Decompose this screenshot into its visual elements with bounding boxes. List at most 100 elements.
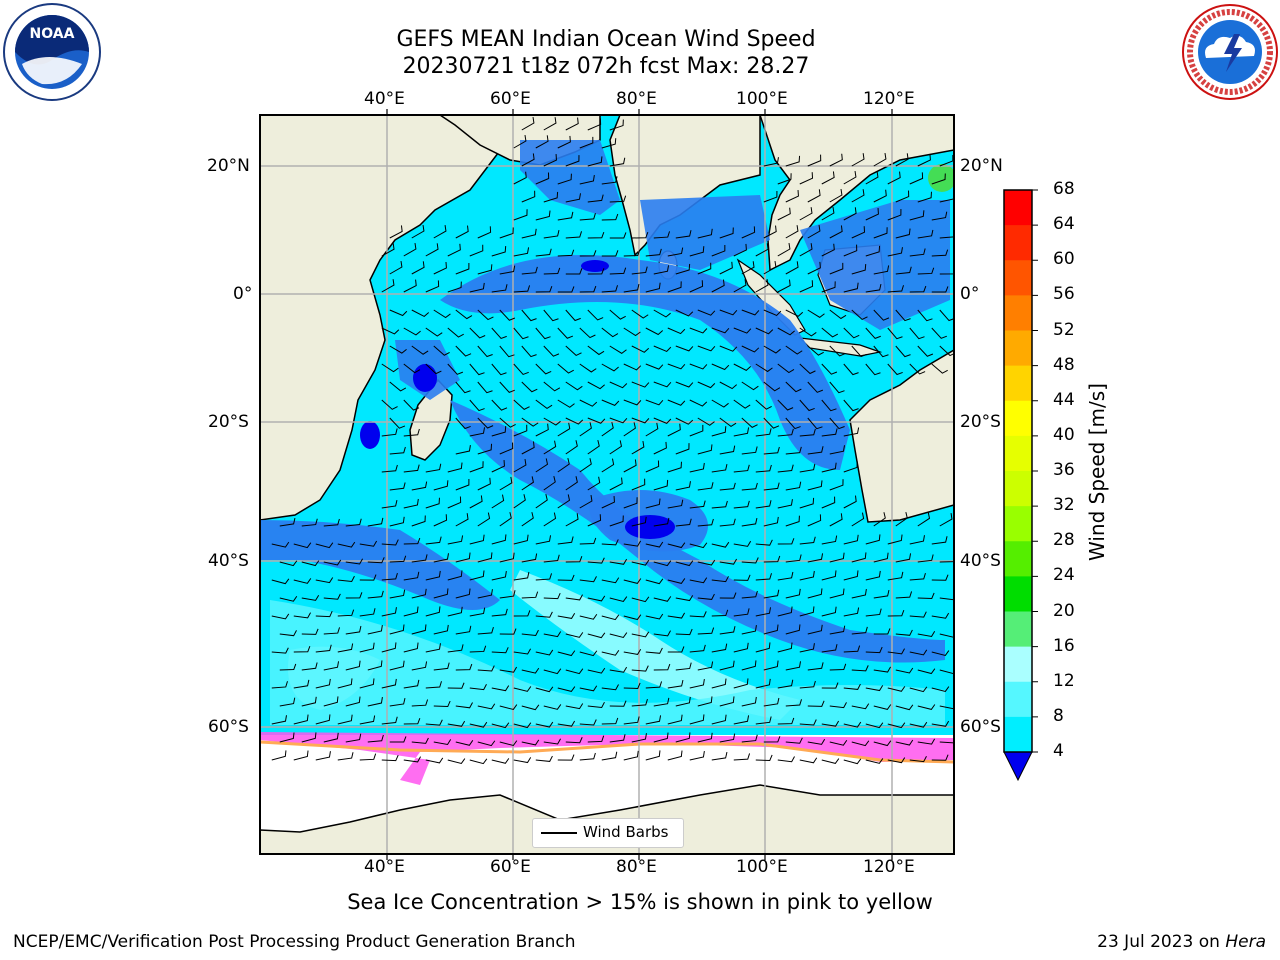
wind-band-16-20 <box>510 570 800 720</box>
wind-barb <box>433 309 451 319</box>
wind-barb <box>777 499 793 509</box>
wind-band-4-8 <box>800 200 950 330</box>
wind-barb <box>323 559 342 566</box>
wind-barb <box>843 363 859 376</box>
wind-barb <box>799 497 815 509</box>
wind-barb <box>631 478 646 491</box>
wind-barb <box>279 663 297 671</box>
lon-tick-top-40e: 40°E <box>364 89 405 109</box>
colorbar-tick-label: 4 <box>1053 741 1064 761</box>
wind-barb <box>895 704 914 711</box>
wind-barb <box>865 363 881 376</box>
wind-barb <box>601 250 619 257</box>
wind-barb <box>917 153 931 167</box>
wind-barb <box>785 345 803 355</box>
wind-barb <box>865 758 884 764</box>
wind-barb <box>425 280 440 293</box>
wind-barb <box>711 500 728 509</box>
colorbar-segment <box>1004 506 1032 542</box>
wind-barb <box>645 681 663 689</box>
wind-barb <box>645 248 662 257</box>
wind-barb <box>931 650 950 657</box>
wind-barb <box>697 482 714 491</box>
wind-barb <box>455 381 471 394</box>
wind-barb <box>829 345 846 357</box>
wind-barb <box>843 495 857 509</box>
wind-barb <box>403 428 420 437</box>
wind-barb <box>521 266 538 275</box>
wind-barb <box>587 345 605 356</box>
wind-barb <box>711 463 728 473</box>
wind-barb <box>367 517 384 527</box>
legend-line-icon <box>541 832 577 834</box>
wind-barb <box>389 698 406 707</box>
wind-barb <box>513 757 532 764</box>
africa-land <box>260 115 509 521</box>
wind-barb <box>623 459 637 473</box>
colorbar-segment <box>1004 365 1032 402</box>
wind-barb <box>271 613 290 620</box>
wind-barb <box>763 736 781 743</box>
wind-barb <box>645 498 661 509</box>
wind-barb <box>587 440 600 455</box>
wind-barb <box>565 231 583 239</box>
wind-barb <box>543 476 556 491</box>
wind-barb <box>491 758 510 764</box>
wind-barb <box>733 500 750 509</box>
wind-barb <box>491 363 507 376</box>
wind-barb <box>829 381 845 394</box>
wind-barb <box>609 267 627 275</box>
wind-barb <box>895 591 913 599</box>
wind-barb <box>521 381 538 393</box>
wind-barb <box>785 515 800 527</box>
wind-barb <box>425 536 442 545</box>
wind-barb <box>601 285 618 293</box>
wind-barb <box>565 594 583 601</box>
wind-barb <box>873 704 892 710</box>
wind-barb <box>367 660 383 671</box>
wind-barb <box>293 750 309 761</box>
wind-barb <box>917 191 932 203</box>
wind-barb <box>631 381 650 388</box>
wind-barb <box>521 553 538 563</box>
wind-barb <box>455 345 472 357</box>
colorbar-tick-label: 60 <box>1053 249 1075 270</box>
wind-barb <box>455 552 471 563</box>
wind-barb <box>565 309 581 322</box>
colorbar-extend-triangle <box>1003 751 1033 782</box>
wind-barb <box>645 399 664 406</box>
wind-barb <box>565 193 581 203</box>
wind-barb <box>843 645 861 653</box>
wind-barb <box>909 327 925 340</box>
wind-barb <box>609 417 628 424</box>
wind-barb <box>557 211 574 221</box>
wind-barb <box>821 327 839 338</box>
wind-barb <box>785 309 804 317</box>
wind-barb <box>763 381 781 392</box>
wind-barb <box>557 720 576 727</box>
footer-date-text: 23 Jul 2023 on <box>1097 932 1226 952</box>
wind-barb <box>777 717 795 725</box>
wind-barb <box>843 244 858 257</box>
wind-barb <box>741 381 759 391</box>
wind-barb <box>807 345 824 356</box>
wind-barb <box>345 660 361 671</box>
wind-barb <box>521 629 539 637</box>
wind-barb <box>557 458 570 473</box>
wind-barb <box>733 574 751 581</box>
wind-barb <box>733 279 747 293</box>
wind-barb <box>279 697 296 707</box>
wind-barb <box>301 518 318 527</box>
wind-barb <box>887 247 903 257</box>
footer-date: 23 Jul 2023 on Hera <box>1097 932 1266 952</box>
wind-barb <box>381 327 400 335</box>
wind-barb <box>491 426 507 437</box>
wind-barb <box>513 686 532 692</box>
wind-barb <box>499 227 514 239</box>
wind-barb <box>807 553 824 563</box>
colorbar-tick-label: 16 <box>1053 635 1075 656</box>
wind-barb <box>543 267 561 275</box>
wind-barb <box>763 309 782 317</box>
wind-barb <box>931 612 950 619</box>
wind-barb <box>887 327 903 340</box>
